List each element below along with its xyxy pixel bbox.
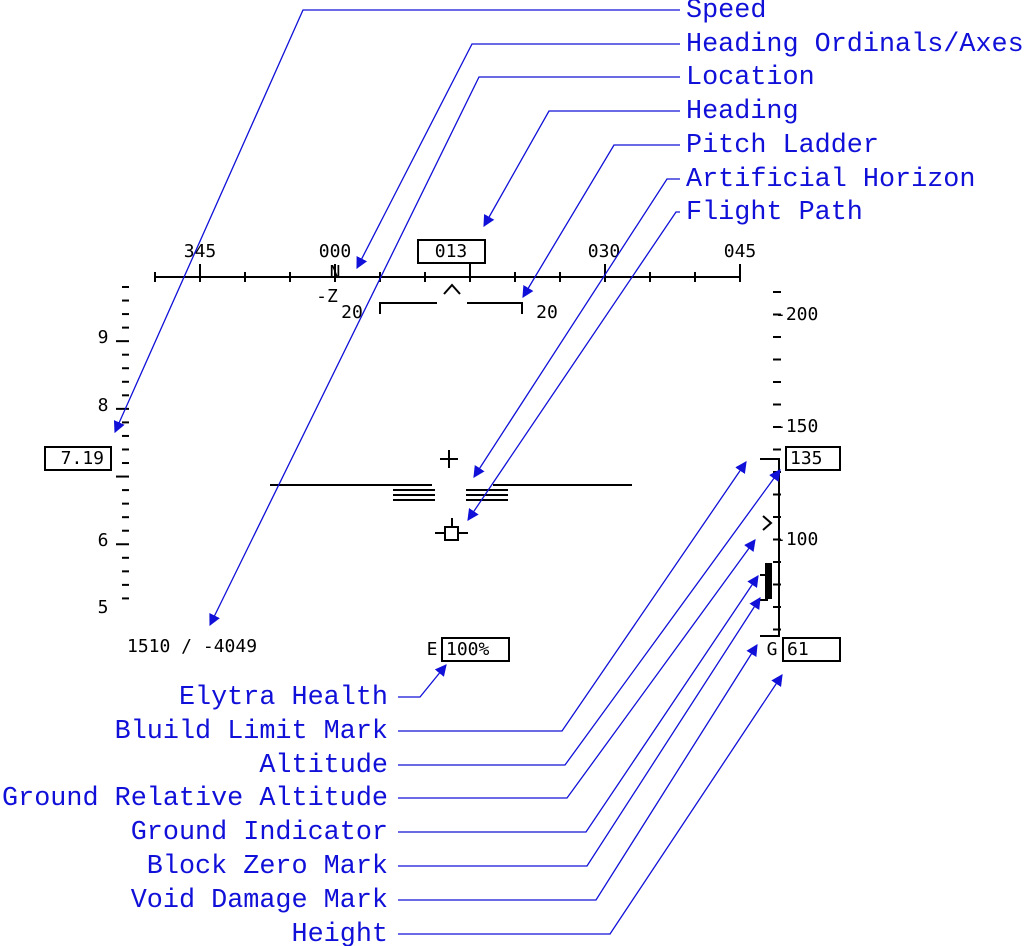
annotation: Altitude <box>259 751 388 781</box>
leader-line <box>398 664 447 698</box>
annotation: Void Damage Mark <box>131 886 388 916</box>
annotation: Heading <box>686 97 799 127</box>
ordinal: N <box>330 262 341 283</box>
leader-line <box>483 110 680 228</box>
axis: -Z <box>316 286 338 307</box>
location: 1510 / -4049 <box>127 636 257 657</box>
height-box <box>782 637 841 662</box>
heading-label: 345 <box>184 241 217 262</box>
annotation: Block Zero Mark <box>147 852 388 882</box>
altitude-label: -100 <box>775 529 818 550</box>
annotation: Ground Indicator <box>131 818 388 848</box>
annotation: Location <box>686 63 815 93</box>
leader-lines <box>113 9 783 935</box>
annotation: Bluild Limit Mark <box>115 717 388 747</box>
speed-label: 8 <box>98 395 109 416</box>
speed-box <box>44 446 112 471</box>
altitude-box <box>785 446 841 471</box>
leader-line <box>398 597 761 867</box>
build-limit-mark <box>762 515 773 531</box>
horizon-marks <box>393 489 508 501</box>
annotation: Speed <box>686 0 766 26</box>
leader-line <box>398 644 758 901</box>
speed-label: 6 <box>98 530 109 551</box>
annotation: Flight Path <box>686 198 863 228</box>
ground-indicator <box>765 563 772 599</box>
annotation: Ground Relative Altitude <box>2 784 388 814</box>
leader-line <box>113 9 680 434</box>
speed-label: 5 <box>98 597 109 618</box>
elytra-box <box>441 637 510 662</box>
pitch-bar <box>379 302 437 314</box>
speed-label: 9 <box>98 327 109 348</box>
ground-prefix: G <box>767 639 778 660</box>
leader-line <box>398 469 781 766</box>
leader-line <box>467 211 680 521</box>
elytra-value: 100% <box>446 639 490 660</box>
pitch-label: 20 <box>536 302 558 323</box>
leader-line <box>398 539 756 799</box>
annotation: Heading Ordinals/Axes <box>686 30 1024 60</box>
leader-line <box>356 43 680 270</box>
altitude-label: -150 <box>775 416 818 437</box>
leader-line <box>209 76 680 627</box>
altitude-value: 135 <box>790 448 823 469</box>
ground-relative-bracket <box>760 458 780 637</box>
pitch-label: 20 <box>341 302 363 323</box>
heading-value: 013 <box>435 241 468 262</box>
annotation: Pitch Ladder <box>686 131 879 161</box>
leader-line <box>398 575 759 833</box>
heading-label: 045 <box>724 241 757 262</box>
speed-value: 7.19 <box>61 448 104 469</box>
elytra-prefix: E <box>427 639 438 660</box>
leader-line <box>398 461 747 732</box>
annotation: Elytra Health <box>179 683 388 713</box>
heading-label: 030 <box>588 241 621 262</box>
pitch-caret <box>443 283 461 295</box>
leader-line <box>522 144 680 299</box>
pitch-bar <box>467 302 523 314</box>
height-value: 61 <box>787 639 809 660</box>
heading-box <box>417 239 486 264</box>
leader-line <box>473 178 680 478</box>
hud: 345 000 030 045 013 N -Z 20 20 9 8 6 5 7… <box>44 239 841 662</box>
leader-line <box>398 674 783 935</box>
annotation: Artificial Horizon <box>686 165 975 195</box>
annotation: Height <box>292 920 389 946</box>
altitude-label: -200 <box>775 304 818 325</box>
flight-path-marker <box>444 526 459 541</box>
heading-label: 000 <box>319 241 352 262</box>
